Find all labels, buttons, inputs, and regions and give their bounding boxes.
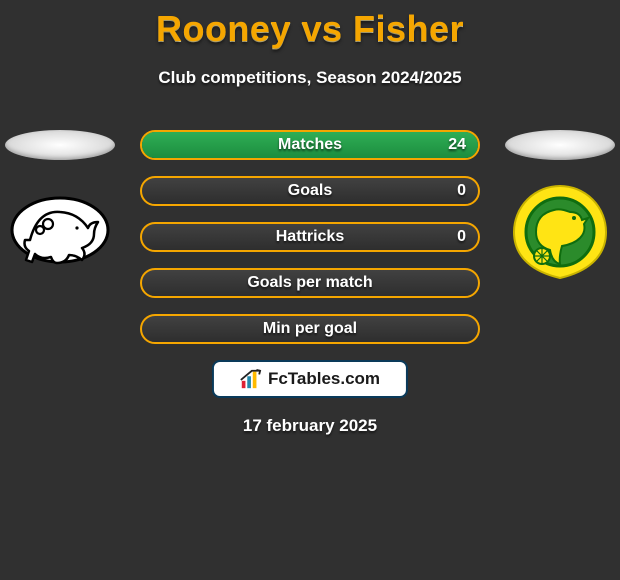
left-team	[0, 130, 120, 275]
stat-pill	[140, 222, 480, 252]
stat-row: Hattricks0	[140, 222, 480, 252]
stat-pill	[140, 176, 480, 206]
stat-row: Min per goal	[140, 314, 480, 344]
stat-value-right: 0	[457, 228, 466, 246]
subtitle: Club competitions, Season 2024/2025	[0, 68, 620, 88]
stat-fill	[142, 132, 478, 158]
left-team-ellipse	[5, 130, 115, 160]
derby-crest-icon	[10, 190, 110, 270]
brand-text: FcTables.com	[268, 369, 380, 389]
stat-row: Goals per match	[140, 268, 480, 298]
stat-value-right: 0	[457, 182, 466, 200]
stat-row: Goals0	[140, 176, 480, 206]
stats-panel: Matches24 Goals0 Hattricks0 Goals per match…	[140, 130, 480, 360]
fctables-logo-icon	[240, 368, 262, 390]
brand-card[interactable]: FcTables.com	[212, 360, 408, 398]
page-title: Rooney vs Fisher	[0, 8, 620, 50]
generated-date: 17 february 2025	[0, 416, 620, 436]
stat-pill	[140, 314, 480, 344]
stat-pill	[140, 268, 480, 298]
stat-row: Matches24	[140, 130, 480, 160]
stat-value-right: 24	[448, 136, 466, 154]
right-team	[500, 130, 620, 287]
norwich-crest-icon	[510, 182, 610, 282]
stat-pill	[140, 130, 480, 160]
right-team-ellipse	[505, 130, 615, 160]
